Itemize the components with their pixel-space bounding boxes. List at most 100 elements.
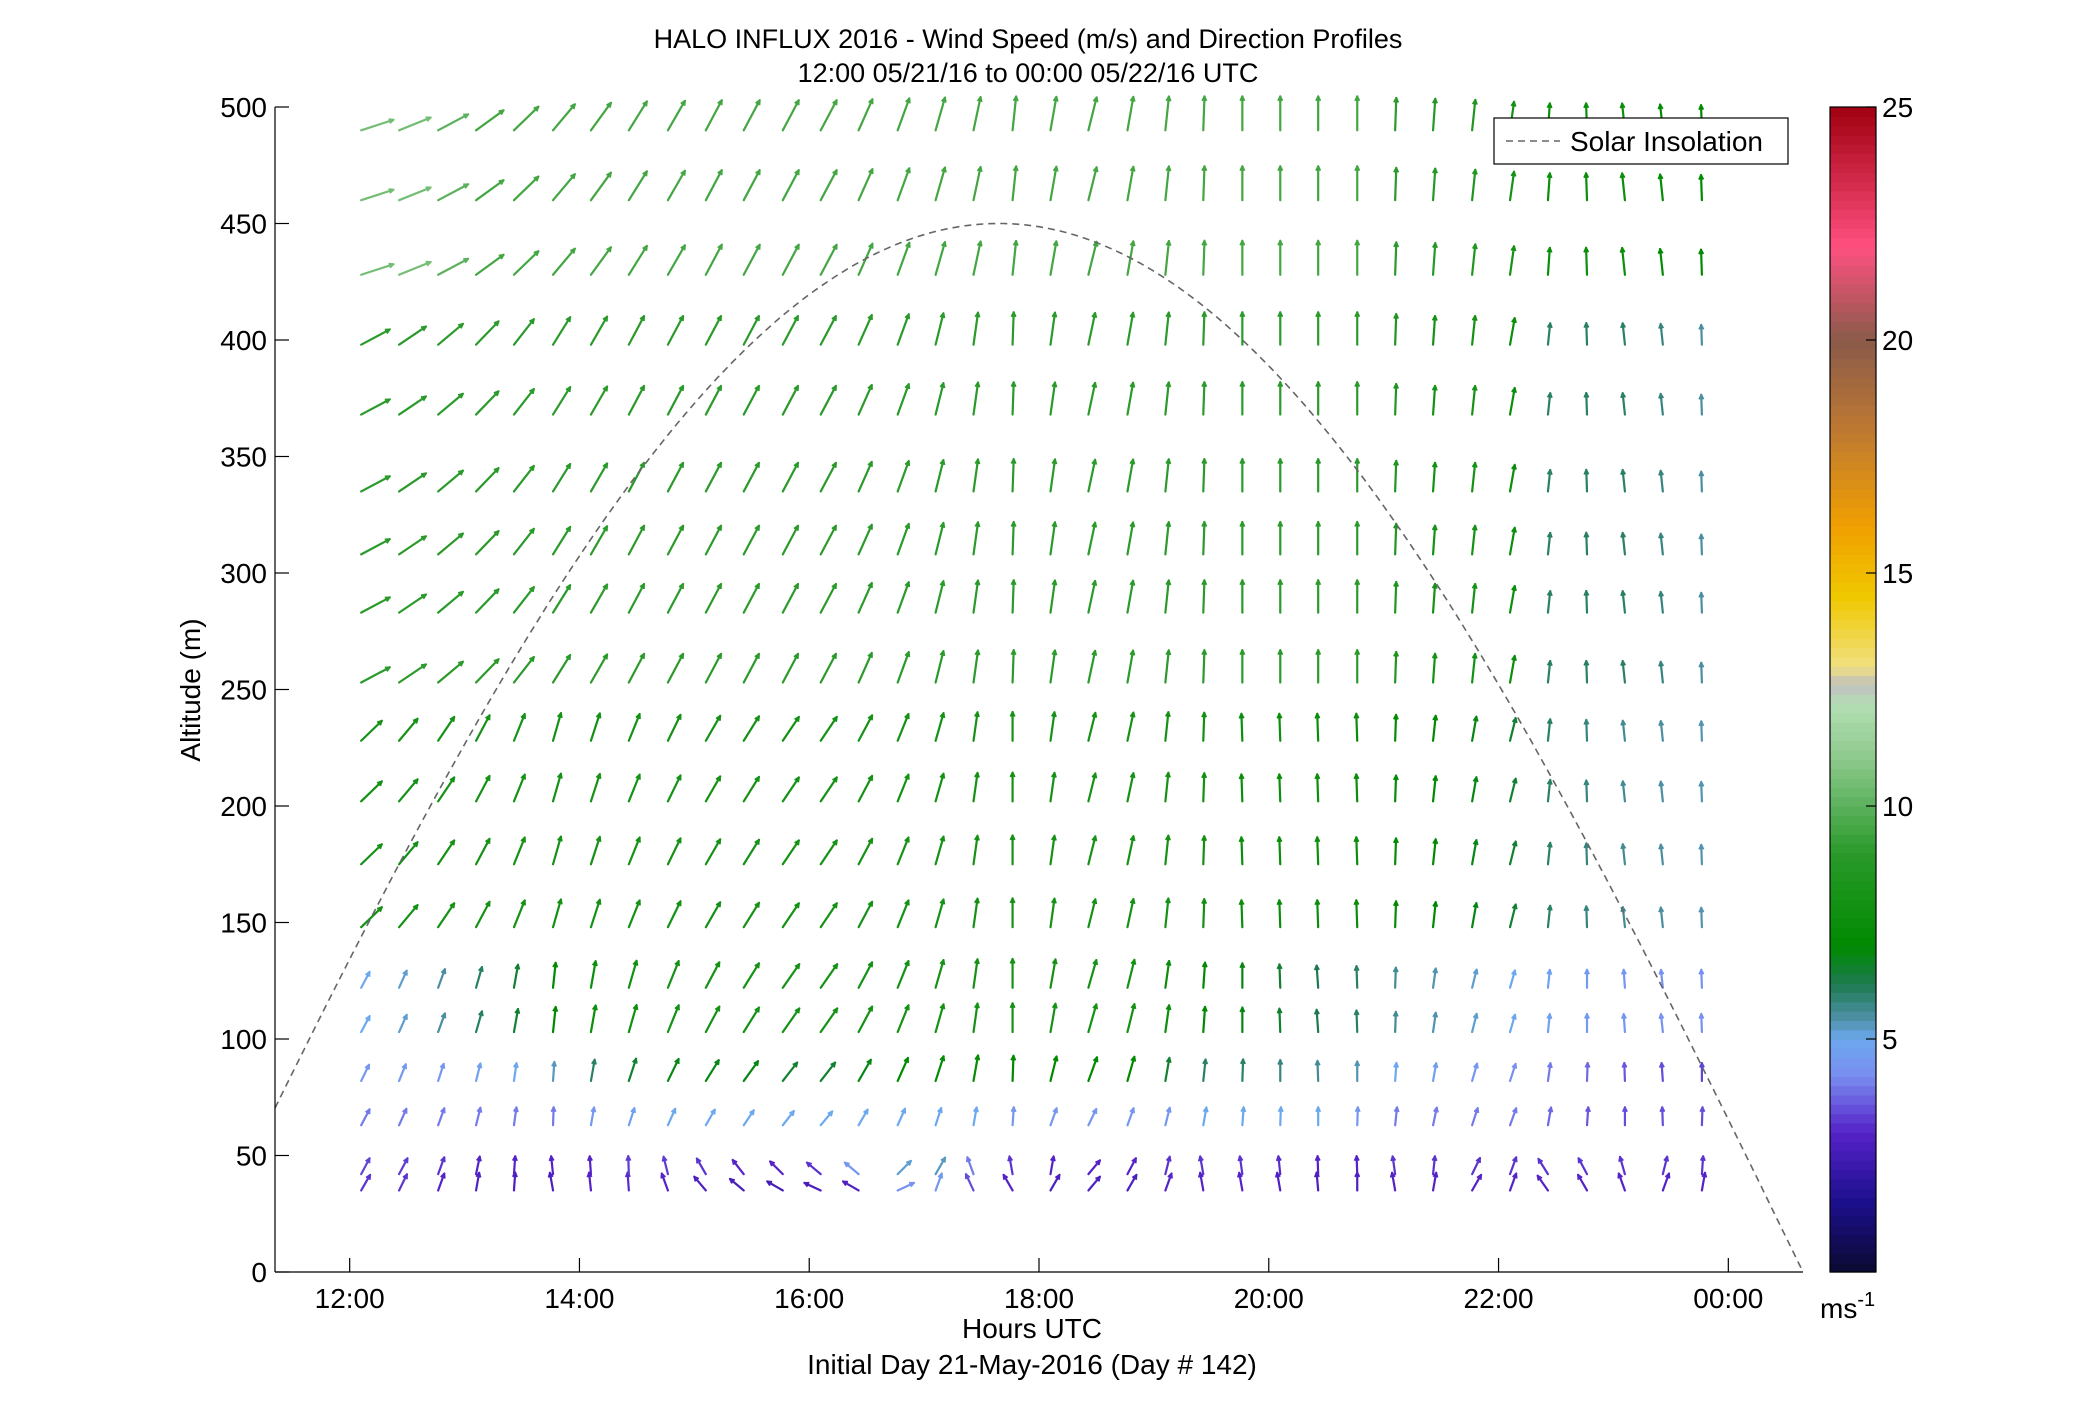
wind-vector-shaft — [589, 1004, 597, 1034]
wind-vector-shaft — [666, 1107, 677, 1127]
wind-vector-head — [1167, 649, 1172, 656]
wind-vector-head — [594, 1005, 598, 1011]
wind-vector-head — [1199, 1172, 1204, 1178]
wind-vector — [1661, 1155, 1670, 1176]
wind-vector — [1698, 470, 1705, 493]
colorbar-segment — [1830, 134, 1876, 145]
wind-vector-shaft — [781, 524, 800, 556]
wind-vector — [1164, 649, 1172, 684]
wind-vector-shaft — [1049, 165, 1058, 202]
wind-vector — [1471, 384, 1478, 416]
wind-vector-head — [1659, 533, 1665, 539]
y-tick-label: 300 — [220, 558, 267, 589]
wind-vector — [934, 1156, 947, 1176]
wind-vector-head — [1549, 590, 1553, 597]
wind-vector-shaft — [934, 166, 947, 202]
wind-vector — [1087, 381, 1098, 416]
wind-vector — [1471, 168, 1478, 202]
wind-vector-shaft — [1202, 711, 1206, 742]
wind-vector-head — [1396, 1107, 1400, 1113]
wind-vector-head — [1054, 382, 1058, 388]
wind-vector-shaft — [742, 99, 761, 132]
wind-vector — [1087, 96, 1099, 132]
wind-vector-shaft — [1431, 775, 1437, 803]
wind-vector-shaft — [1126, 311, 1135, 346]
wind-vector-shaft — [1431, 714, 1437, 742]
wind-vector-head — [757, 776, 760, 782]
wind-vector-shaft — [1621, 531, 1627, 556]
wind-vector-shaft — [397, 593, 428, 614]
wind-vector-shaft — [1576, 1173, 1589, 1192]
wind-vector-shaft — [766, 1180, 784, 1192]
wind-vector-shaft — [1390, 1171, 1397, 1192]
wind-vector-head — [1391, 1172, 1396, 1178]
wind-vector-shaft — [1700, 661, 1703, 684]
wind-vector-shaft — [819, 1061, 837, 1083]
wind-vector-head — [1513, 387, 1517, 394]
wind-vector-shaft — [1126, 711, 1135, 742]
wind-vector-head — [942, 899, 946, 905]
wind-vector-shaft — [551, 584, 572, 614]
wind-vector-head — [422, 535, 427, 542]
wind-vector — [1546, 1013, 1553, 1034]
wind-vector-head — [535, 176, 540, 182]
wind-vector-shaft — [1164, 579, 1170, 614]
wind-vector — [1546, 531, 1553, 556]
wind-vector-shaft — [704, 775, 722, 803]
wind-vector-shaft — [1700, 1155, 1705, 1176]
wind-vector-head — [464, 183, 469, 189]
wind-vector — [1620, 590, 1627, 614]
wind-vector-head — [1700, 104, 1705, 110]
wind-vector-shaft — [1394, 650, 1398, 684]
wind-vector — [1277, 239, 1284, 276]
wind-vector-head — [1515, 1173, 1518, 1179]
wind-vector — [934, 312, 946, 346]
wind-vector-head — [1537, 1174, 1543, 1179]
wind-vector — [474, 179, 505, 202]
wind-vector-head — [1203, 772, 1208, 779]
wind-vector — [1353, 836, 1360, 866]
wind-vector — [1546, 718, 1553, 742]
wind-vector — [551, 247, 576, 276]
wind-vector-shaft — [1700, 843, 1703, 866]
wind-vector-head — [1094, 650, 1098, 656]
wind-vector-shaft — [1394, 1010, 1397, 1034]
wind-vector — [1392, 713, 1399, 742]
wind-vector — [1315, 95, 1322, 132]
wind-vector-head — [1204, 1059, 1209, 1065]
wind-vector-head — [1513, 101, 1517, 107]
wind-vector-shaft — [1279, 1106, 1282, 1127]
colorbar-segment — [1830, 628, 1876, 639]
wind-vector — [695, 1157, 707, 1176]
wind-vector-shaft — [474, 1171, 481, 1192]
wind-vector — [360, 398, 391, 416]
wind-vector-head — [422, 663, 427, 670]
wind-vector-shaft — [1471, 314, 1477, 346]
wind-vector-shaft — [781, 243, 800, 276]
wind-vector — [627, 1057, 638, 1083]
wind-vector — [934, 711, 946, 742]
wind-vector-shaft — [1356, 1106, 1359, 1127]
wind-vector-head — [1132, 312, 1136, 318]
wind-vector — [1658, 719, 1665, 742]
wind-vector — [360, 188, 395, 202]
wind-vector — [1471, 98, 1478, 132]
wind-vector-shaft — [512, 773, 526, 803]
colorbar-segment — [1830, 1150, 1876, 1161]
wind-vector-head — [1097, 1176, 1101, 1182]
wind-vector-shaft — [1700, 323, 1703, 346]
colorbar-segment — [1830, 917, 1876, 928]
colorbar-segment — [1830, 1234, 1876, 1245]
colorbar-segment — [1830, 1011, 1876, 1021]
wind-vector — [1277, 1106, 1284, 1127]
wind-vector-shaft — [551, 247, 576, 276]
wind-vector — [627, 652, 646, 684]
wind-vector-shaft — [1087, 311, 1097, 346]
wind-vector — [934, 649, 946, 684]
wind-vector-shaft — [896, 836, 910, 866]
x-axis-label: Hours UTC — [962, 1313, 1102, 1344]
wind-vector-head — [386, 596, 391, 602]
colorbar-segment — [1830, 395, 1876, 406]
wind-vector — [589, 898, 602, 929]
wind-vector — [1353, 899, 1360, 929]
